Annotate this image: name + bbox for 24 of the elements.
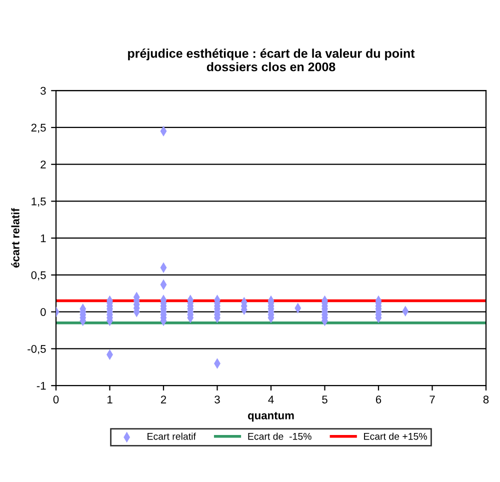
y-tick-label: -1 bbox=[36, 382, 46, 390]
x-tick-label: 6 bbox=[376, 396, 382, 404]
chart-title: préjudice esthétique : écart de la valeur du point dossiers clos en 2008 bbox=[128, 48, 415, 72]
y-axis-title: écart relatif bbox=[11, 208, 20, 268]
x-tick-label: 3 bbox=[214, 396, 220, 404]
x-tick-label: 8 bbox=[483, 396, 489, 404]
x-tick-label: 7 bbox=[430, 396, 435, 404]
y-tick-label: 0,5 bbox=[31, 271, 46, 280]
y-tick-label: 1,5 bbox=[32, 198, 46, 207]
x-tick-label: 1 bbox=[108, 396, 112, 404]
y-tick-label: 1 bbox=[40, 234, 46, 242]
x-tick-label: 0 bbox=[53, 396, 59, 404]
y-tick-label: 2,5 bbox=[31, 124, 46, 133]
legend-label: Ecart de +15% bbox=[364, 432, 427, 440]
x-tick-label: 2 bbox=[160, 396, 166, 404]
y-tick-label: 3 bbox=[40, 86, 46, 95]
legend-label: Ecart relatif bbox=[148, 432, 196, 440]
x-tick-label: 4 bbox=[268, 396, 274, 404]
x-axis-title: quantum bbox=[248, 412, 294, 422]
y-tick-label: 2 bbox=[40, 160, 46, 168]
y-tick-label: -0,5 bbox=[28, 344, 46, 354]
x-tick-label: 5 bbox=[322, 396, 328, 404]
y-tick-label: 0 bbox=[40, 308, 46, 316]
legend-label: Ecart de -15% bbox=[248, 432, 312, 440]
